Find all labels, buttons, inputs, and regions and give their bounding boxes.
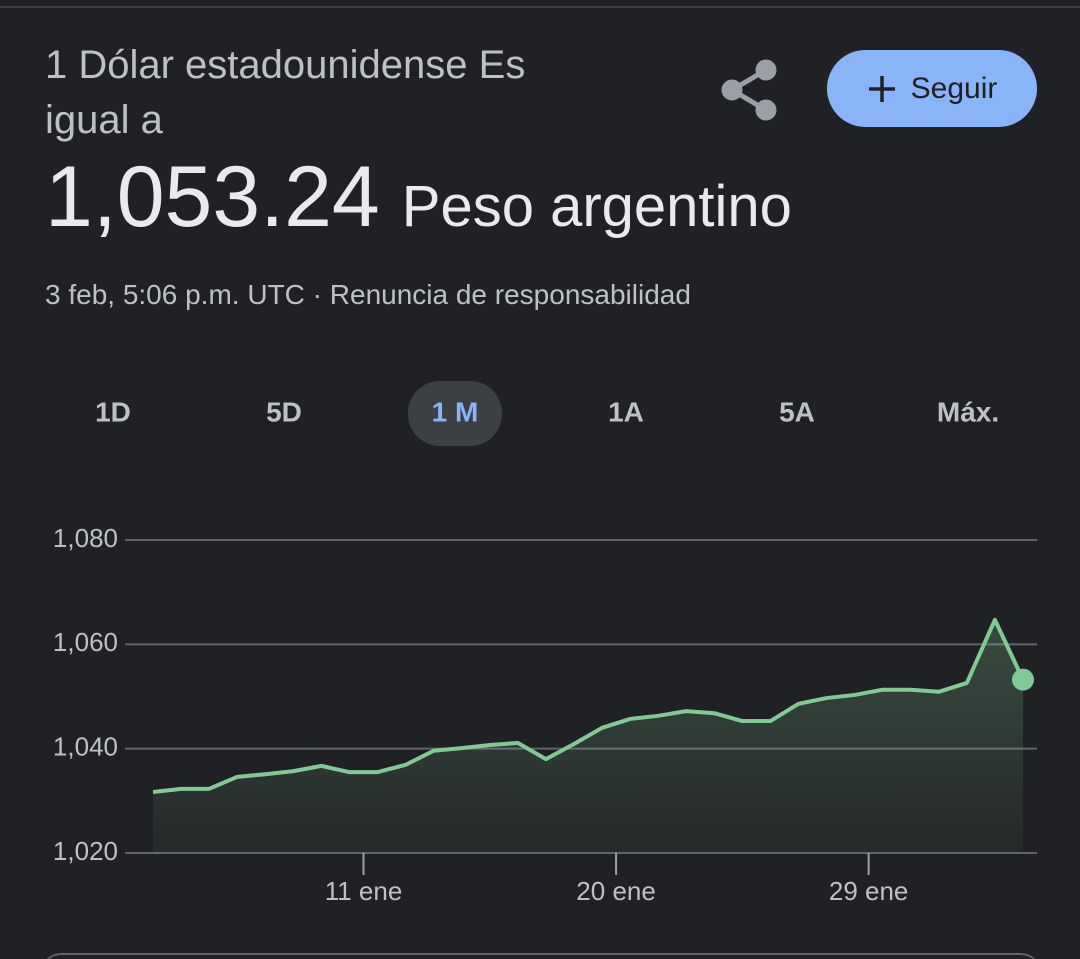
x-tick-label: 20 ene xyxy=(576,876,656,906)
timestamp-row: 3 feb, 5:06 p.m. UTC · Renuncia de respo… xyxy=(45,279,691,311)
currency-name: Peso argentino xyxy=(401,174,792,239)
range-option[interactable]: 5D xyxy=(266,396,302,427)
value-row: 1,053.24 Peso argentino xyxy=(45,148,792,247)
range-option[interactable]: Máx. xyxy=(937,396,999,427)
x-tick-label: 29 ene xyxy=(829,876,909,906)
range-option[interactable]: 1A xyxy=(608,396,644,427)
range-option[interactable]: 1D xyxy=(95,396,131,427)
top-divider xyxy=(0,0,1080,8)
timestamp: 3 feb, 5:06 p.m. UTC xyxy=(45,279,305,310)
y-tick-label: 1,020 xyxy=(53,836,118,866)
share-button[interactable] xyxy=(718,58,782,122)
price-line xyxy=(152,617,1025,794)
y-tick-label: 1,060 xyxy=(53,627,118,657)
follow-label: Seguir xyxy=(910,71,998,105)
last-point xyxy=(1011,668,1034,691)
y-tick-label: 1,080 xyxy=(53,523,118,553)
next-card-edge xyxy=(46,953,1036,959)
y-tick-label: 1,040 xyxy=(53,732,118,762)
range-option[interactable]: 5A xyxy=(779,396,815,427)
conversion-title: 1 Dólar estadounidense Es igual a xyxy=(45,43,526,142)
range-option[interactable]: 1 M xyxy=(432,396,479,427)
follow-button[interactable]: Seguir xyxy=(827,50,1037,127)
separator: · xyxy=(312,279,322,310)
range-selected-pill xyxy=(408,381,502,446)
chart-area: 1D 5D 1 M 1A 5A Máx. 1,020 1,040 1,060 1,080 11 en… xyxy=(46,381,1037,959)
plus-icon xyxy=(868,75,895,102)
x-tick-label: 11 ene xyxy=(325,876,403,906)
rate-value: 1,053.24 xyxy=(45,149,380,245)
disclaimer-link[interactable]: Renuncia de responsabilidad xyxy=(329,279,691,310)
